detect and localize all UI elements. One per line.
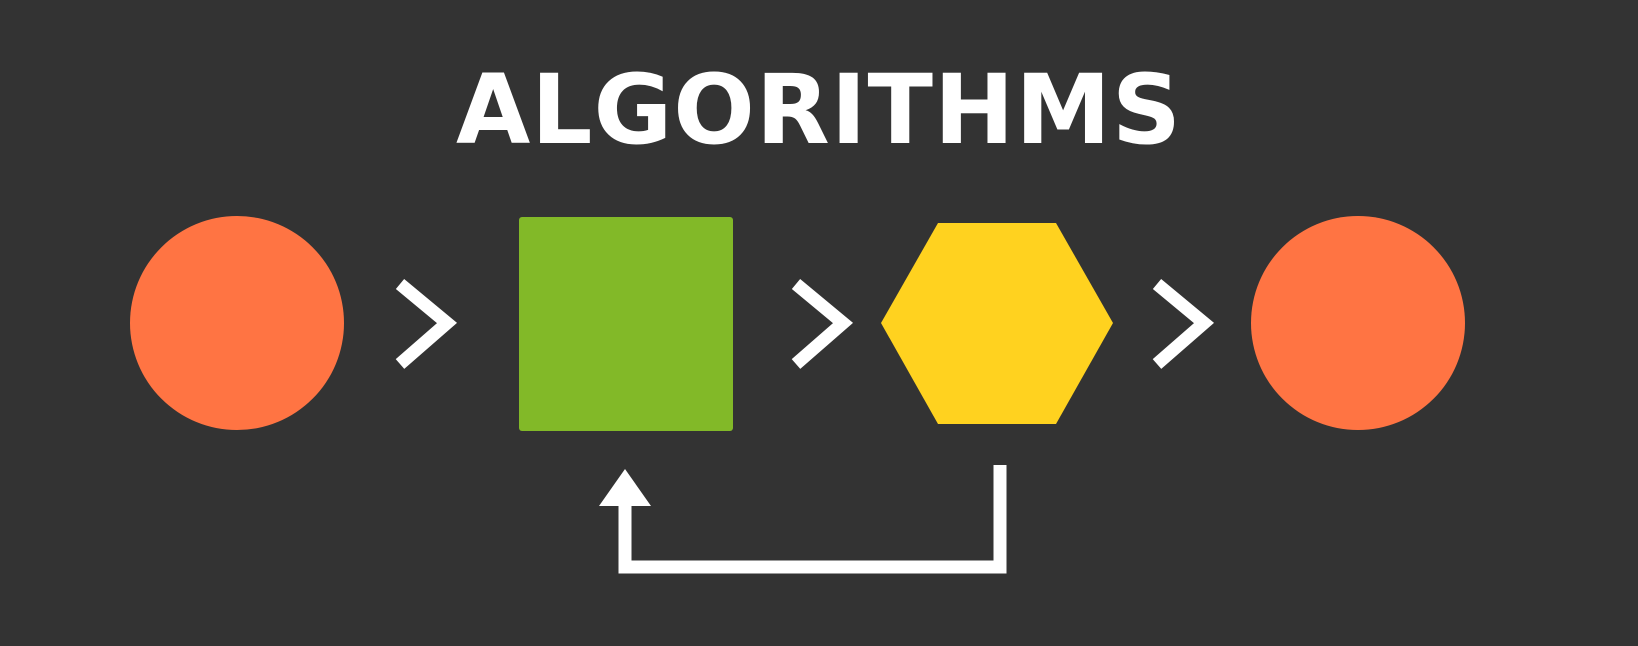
process-square [519,217,733,431]
arrow-up-icon [599,469,651,506]
chevron-right-icon [1152,278,1215,369]
chevron-right-icon [791,278,854,369]
loop-back-line [618,465,1007,574]
chevron-right-icon [395,278,458,369]
start-circle [130,216,344,430]
end-circle [1251,216,1465,430]
decision-hexagon [881,223,1113,424]
loop-back-arrow [599,465,1007,574]
page-title: ALGORITHMS [455,54,1182,166]
